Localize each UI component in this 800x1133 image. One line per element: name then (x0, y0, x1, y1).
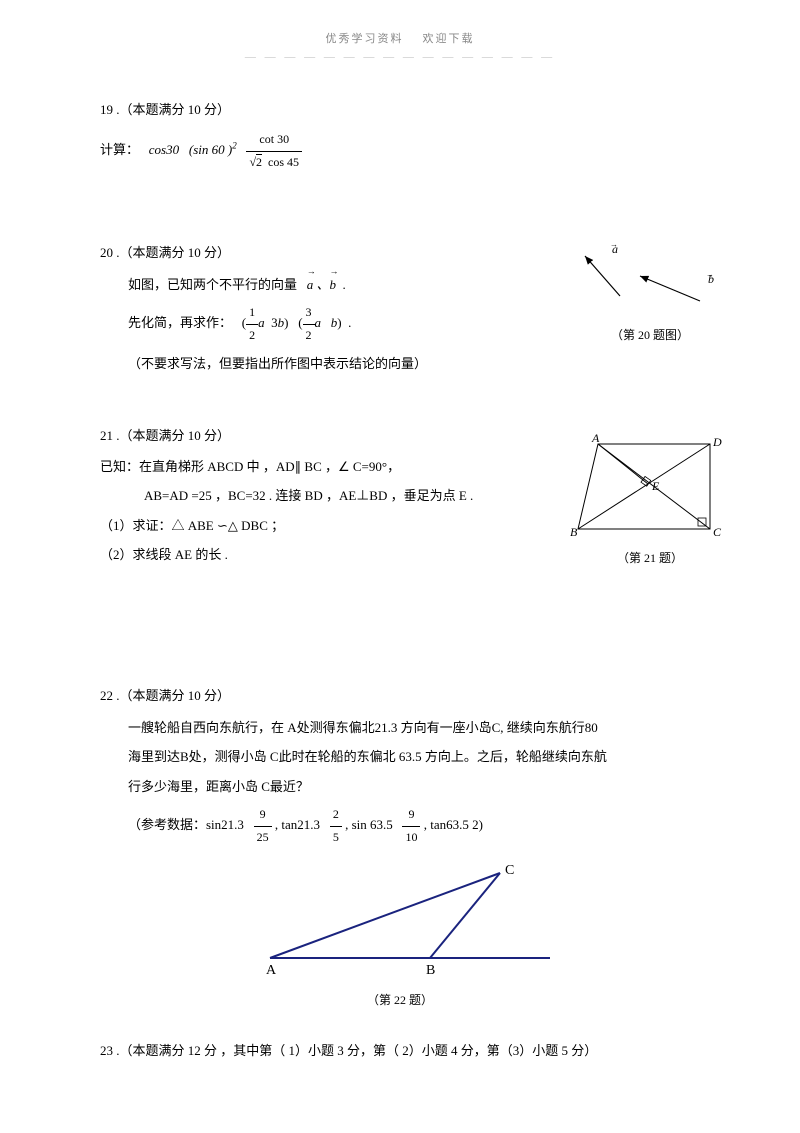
problem-22: 22 .（本题满分 10 分） 一艘轮船自西向东航行，在 A处测得东偏北21.3… (100, 684, 700, 1011)
problem-23-title: 23 .（本题满分 12 分 ，其中第（ 1）小题 3 分，第（ 2）小题 4 … (100, 1039, 700, 1062)
problem-22-line4: （参考数据：sin21.3 925 , tan21.3 25 , sin 63.… (128, 804, 700, 848)
problem-22-title: 22 .（本题满分 10 分） (100, 684, 700, 707)
header-left: 优秀学习资料 (326, 33, 404, 45)
problem-23: 23 .（本题满分 12 分 ，其中第（ 1）小题 3 分，第（ 2）小题 4 … (100, 1039, 700, 1062)
problem-22-line1: 一艘轮船自西向东航行，在 A处测得东偏北21.3 方向有一座小岛C, 继续向东航… (128, 716, 700, 739)
frac-num: cot 30 (246, 129, 302, 152)
calc-prefix: 计算： (100, 142, 139, 157)
problem-20-caption: （第 20 题图） (570, 325, 730, 347)
svg-text:A: A (591, 434, 600, 445)
problem-19-expression: 计算： cos30 (sin 60 )2 cot 30 √2 cos 45 (100, 129, 700, 173)
sin60: (sin 60 ) (189, 142, 232, 157)
svg-text:D: D (712, 435, 722, 449)
header-right: 欢迎下载 (423, 33, 475, 45)
problem-19: 19 .（本题满分 10 分） 计算： cos30 (sin 60 )2 cot… (100, 98, 700, 174)
vector-diagram: a → b → (570, 241, 730, 321)
svg-text:→: → (706, 270, 714, 279)
header-dashes: — — — — — — — — — — — — — — — — (100, 48, 700, 68)
problem-20-line3: （不要求写法，但要指出所作图中表示结论的向量） (128, 352, 700, 375)
frac-den: √2 cos 45 (246, 152, 302, 174)
problem-22-line3: 行多少海里，距离小岛 C最近？ (128, 775, 700, 798)
problem-22-figure: A B C （第 22 题） (100, 858, 700, 1011)
problem-21: A D B C E （第 21 题） 21 .（本题满分 10 分） 已知：在直… (100, 424, 700, 567)
triangle-diagram: A B C (230, 858, 570, 978)
problem-19-title: 19 .（本题满分 10 分） (100, 98, 700, 121)
trapezoid-diagram: A D B C E (570, 434, 730, 544)
svg-text:A: A (266, 963, 277, 978)
svg-text:C: C (713, 525, 722, 539)
problem-20: a → b → （第 20 题图） 20 .（本题满分 10 分） 如图，已知两… (100, 241, 700, 375)
problem-22-line2: 海里到达B处，测得小岛 C此时在轮船的东偏北 63.5 方向上。之后，轮船继续向… (128, 745, 700, 768)
problem-21-caption: （第 21 题） (570, 548, 730, 570)
svg-text:B: B (426, 963, 435, 978)
fraction-cot: cot 30 √2 cos 45 (246, 129, 302, 173)
cos30: cos30 (149, 142, 179, 157)
svg-text:→: → (610, 241, 618, 249)
svg-text:C: C (505, 863, 514, 878)
squared: 2 (232, 141, 237, 151)
svg-text:B: B (570, 525, 578, 539)
problem-22-caption: （第 22 题） (100, 990, 700, 1012)
svg-text:E: E (651, 479, 660, 493)
problem-21-figure: A D B C E （第 21 题） (570, 434, 730, 570)
problem-20-figure: a → b → （第 20 题图） (570, 241, 730, 347)
